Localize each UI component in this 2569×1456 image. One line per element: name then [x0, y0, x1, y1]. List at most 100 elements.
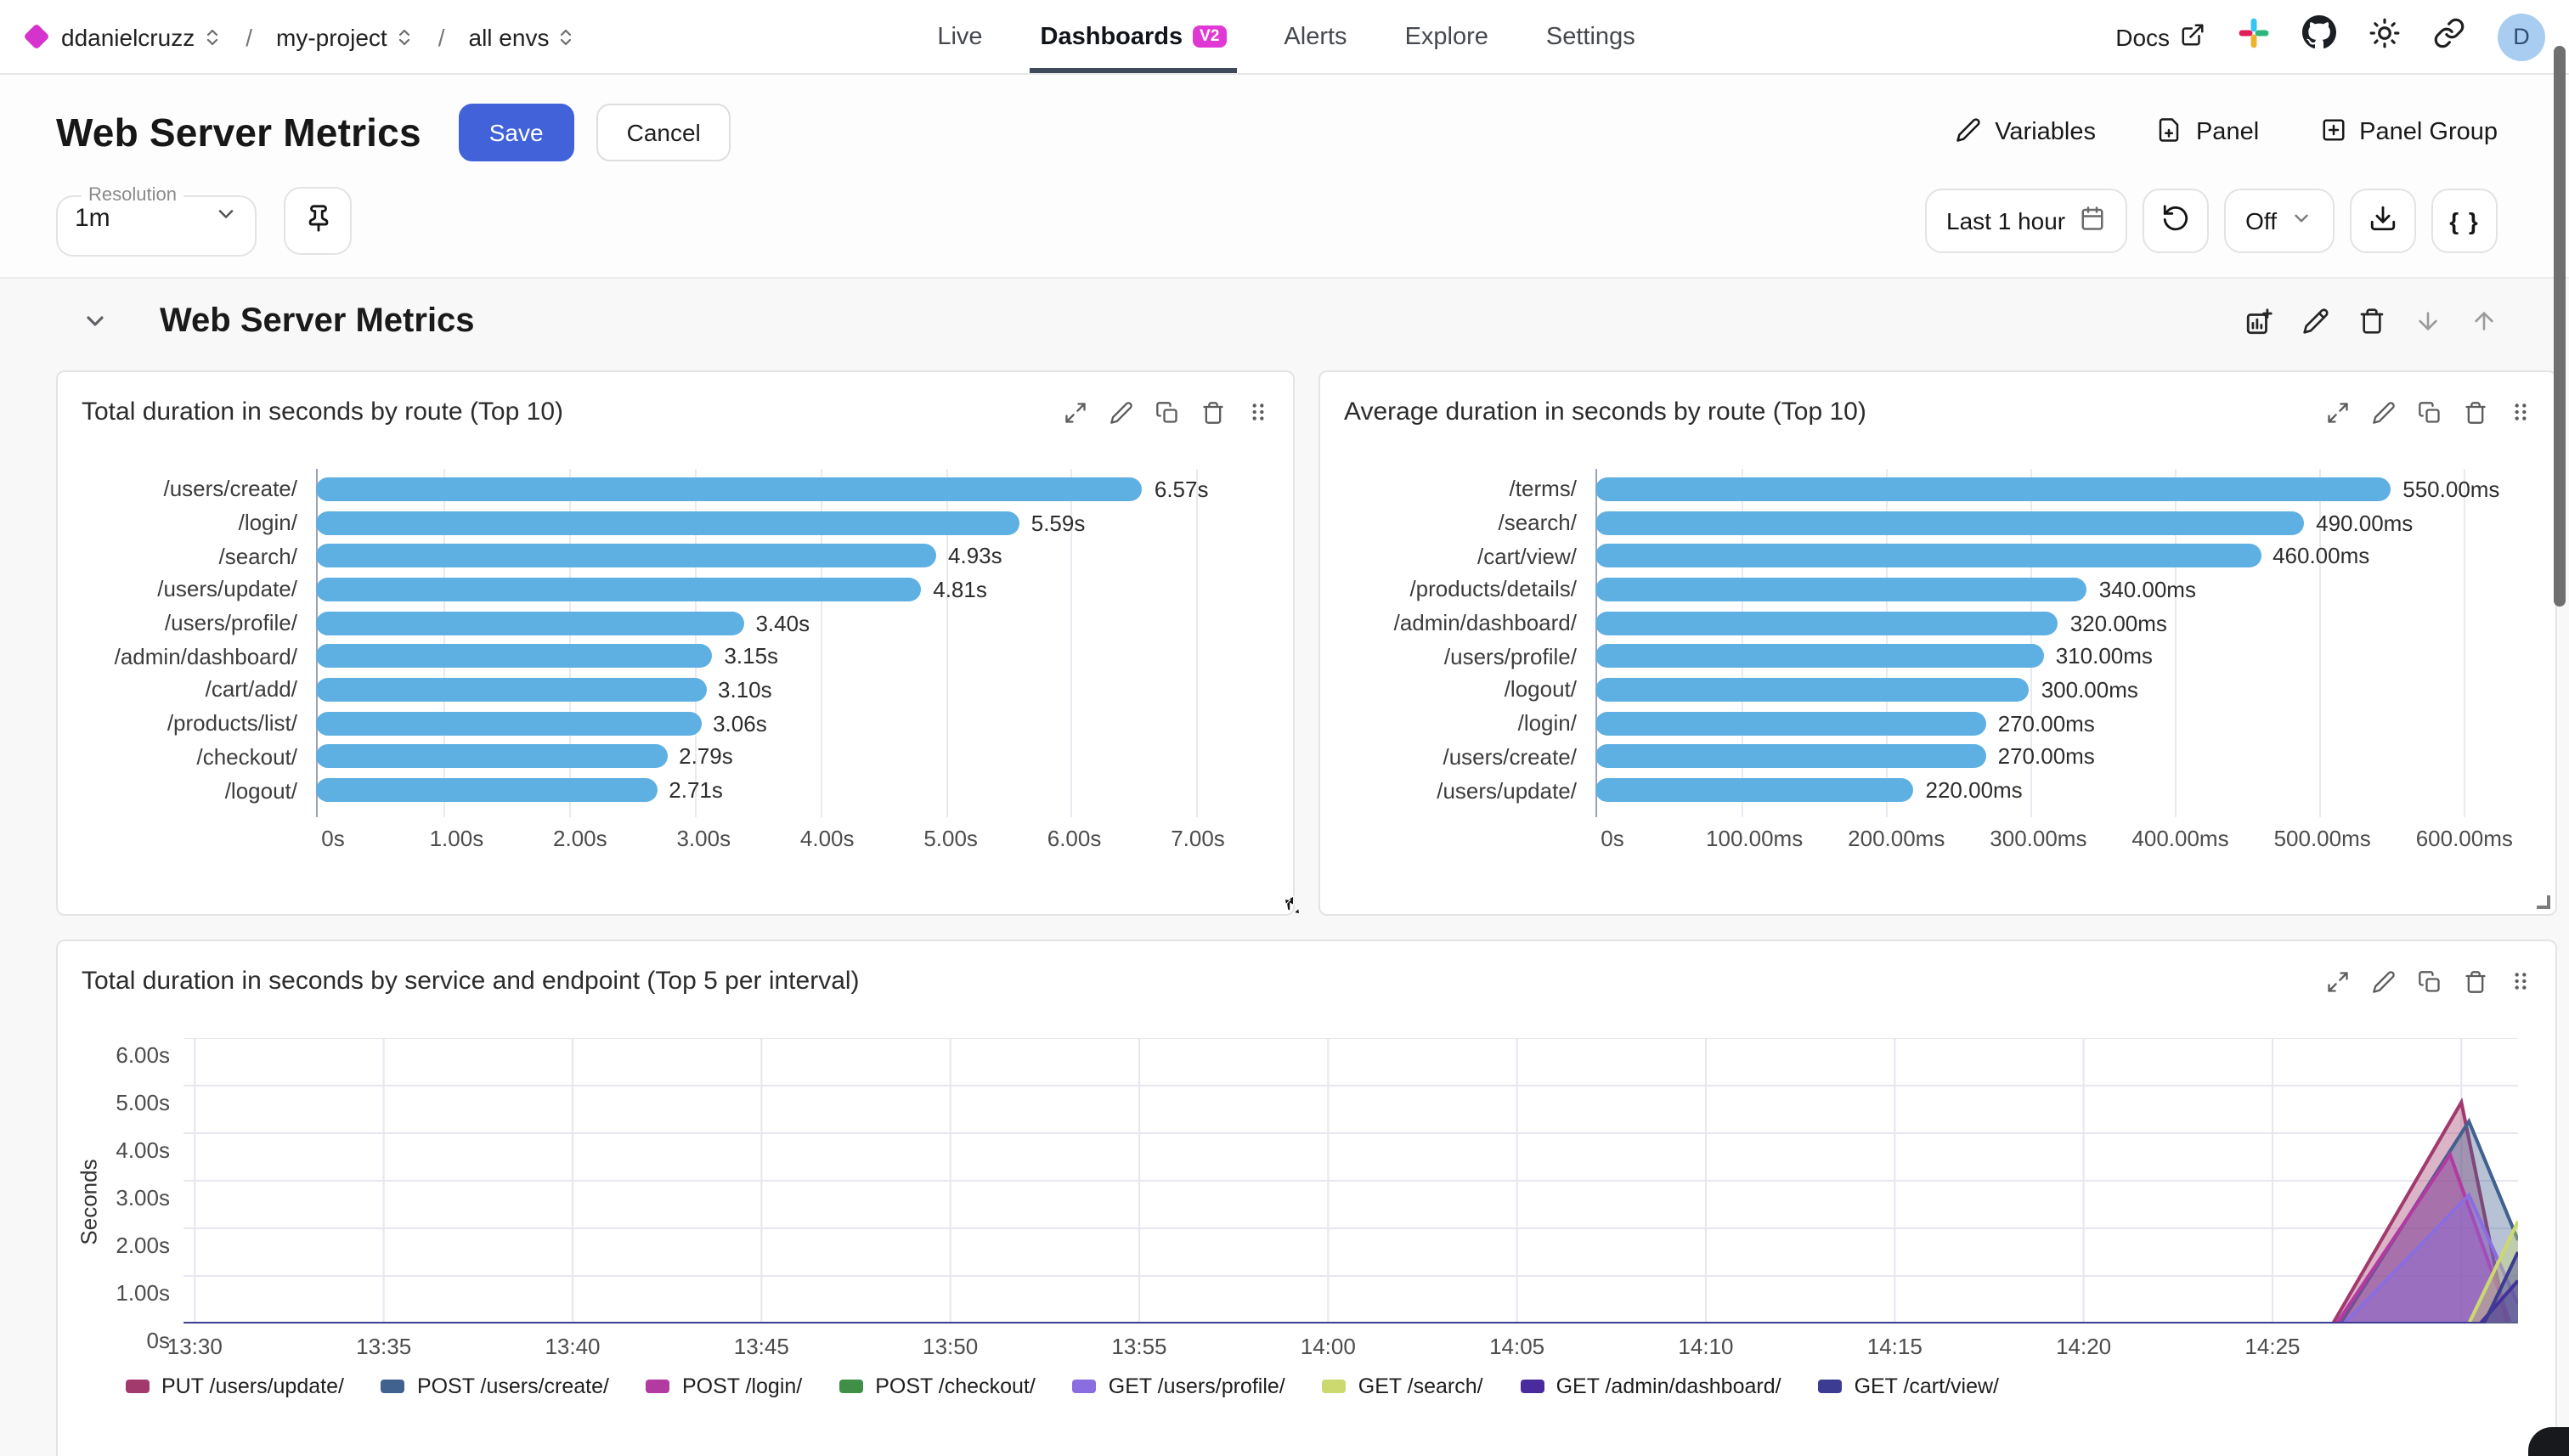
- bar[interactable]: [316, 544, 937, 568]
- bar[interactable]: [1595, 711, 1986, 736]
- delete-section-icon[interactable]: [2358, 308, 2386, 335]
- bar-row: /users/profile/310.00ms: [1337, 640, 2528, 673]
- bar[interactable]: [316, 511, 1019, 535]
- docs-link[interactable]: Docs: [2115, 21, 2205, 52]
- move-down-icon[interactable]: [2414, 308, 2442, 335]
- panel-resize-handle[interactable]: [2537, 895, 2550, 909]
- drag-handle-icon[interactable]: [2510, 401, 2532, 423]
- x-tick-label: 6.00s: [1047, 825, 1102, 851]
- edit-panel-icon[interactable]: [2372, 969, 2396, 993]
- move-up-icon[interactable]: [2470, 308, 2498, 335]
- expand-panel-icon[interactable]: [2326, 400, 2350, 424]
- add-chart-icon[interactable]: [2244, 307, 2273, 336]
- series-line: [184, 1150, 2518, 1323]
- duplicate-panel-icon[interactable]: [1155, 400, 1179, 424]
- bar-row: /terms/550.00ms: [1337, 472, 2528, 505]
- main-tabs: Live Dashboards V2 Alerts Explore Settings: [934, 0, 1638, 73]
- page-scrollbar[interactable]: [2554, 46, 2566, 607]
- tab-dashboards[interactable]: Dashboards V2: [1030, 0, 1238, 73]
- category-label: /admin/dashboard/: [1393, 610, 1577, 636]
- variables-button[interactable]: Variables: [1956, 116, 2096, 149]
- legend-swatch: [1072, 1380, 1097, 1393]
- drag-handle-icon[interactable]: [2510, 970, 2532, 992]
- breadcrumb-project[interactable]: my-project: [276, 23, 415, 50]
- save-button[interactable]: Save: [458, 104, 574, 161]
- bar[interactable]: [316, 644, 713, 669]
- bar[interactable]: [316, 744, 668, 769]
- legend-item[interactable]: POST /users/create/: [381, 1374, 609, 1398]
- legend-item[interactable]: POST /login/: [646, 1374, 802, 1398]
- pin-resolution-button[interactable]: [284, 187, 352, 255]
- series-area: [184, 1280, 2518, 1323]
- bar[interactable]: [1595, 544, 2261, 568]
- json-view-button[interactable]: { }: [2431, 189, 2498, 253]
- series-area: [184, 1194, 2518, 1323]
- legend-item[interactable]: GET /cart/view/: [1818, 1374, 1999, 1398]
- bar[interactable]: [1595, 511, 2305, 535]
- github-icon[interactable]: [2302, 15, 2337, 58]
- breadcrumb-org[interactable]: ddanielcruzz: [61, 23, 222, 50]
- edit-panel-icon[interactable]: [2372, 400, 2396, 424]
- cancel-button[interactable]: Cancel: [596, 104, 731, 161]
- tab-settings[interactable]: Settings: [1543, 0, 1639, 73]
- breadcrumb-env[interactable]: all envs: [469, 23, 577, 50]
- bar[interactable]: [316, 711, 702, 736]
- x-tick-label: 600.00ms: [2415, 825, 2513, 851]
- refresh-icon: [2160, 204, 2189, 238]
- panel-header: Average duration in seconds by route (To…: [1320, 372, 2555, 452]
- delete-panel-icon[interactable]: [2464, 969, 2487, 993]
- bar[interactable]: [316, 577, 922, 601]
- value-label: 4.93s: [948, 543, 1002, 569]
- category-label: /terms/: [1509, 476, 1577, 502]
- bar[interactable]: [1595, 778, 1914, 803]
- x-axis-ticks: 13:30 13:35 13:40 13:45 13:50 13:55 14:00 14:05…: [167, 1323, 2518, 1364]
- legend-item[interactable]: POST /checkout/: [839, 1374, 1036, 1398]
- expand-panel-icon[interactable]: [2326, 969, 2350, 993]
- theme-toggle-sun-icon[interactable]: [2369, 16, 2401, 57]
- tab-explore[interactable]: Explore: [1402, 0, 1492, 73]
- add-panel-button[interactable]: Panel: [2157, 116, 2259, 149]
- refresh-button[interactable]: [2142, 189, 2209, 253]
- category-label: /products/details/: [1409, 576, 1577, 602]
- x-tick-label: 14:20: [2056, 1334, 2112, 1359]
- chevrons-up-down-icon: [201, 26, 222, 47]
- legend-label: GET /users/profile/: [1108, 1374, 1285, 1398]
- y-tick-label: 3.00s: [116, 1185, 170, 1211]
- bar[interactable]: [316, 677, 707, 702]
- add-panel-group-button[interactable]: Panel Group: [2320, 116, 2498, 149]
- tab-live[interactable]: Live: [934, 0, 985, 73]
- legend-item[interactable]: GET /admin/dashboard/: [1520, 1374, 1781, 1398]
- collapse-chevron-icon[interactable]: [82, 308, 109, 335]
- delete-panel-icon[interactable]: [1201, 400, 1225, 424]
- resolution-select[interactable]: Resolution 1m: [56, 185, 257, 257]
- bar[interactable]: [316, 477, 1143, 501]
- delete-panel-icon[interactable]: [2464, 400, 2487, 424]
- bar[interactable]: [1595, 744, 1986, 769]
- export-download-button[interactable]: [2350, 189, 2416, 253]
- edit-panel-icon[interactable]: [1109, 400, 1133, 424]
- legend-item[interactable]: GET /search/: [1322, 1374, 1483, 1398]
- app-logo-icon[interactable]: [23, 23, 50, 50]
- category-label: /users/create/: [1443, 743, 1577, 770]
- duplicate-panel-icon[interactable]: [2418, 400, 2442, 424]
- bar[interactable]: [316, 611, 744, 635]
- timeseries-plot[interactable]: [184, 1038, 2518, 1323]
- duplicate-panel-icon[interactable]: [2418, 969, 2442, 993]
- edit-section-icon[interactable]: [2302, 308, 2329, 335]
- tab-alerts[interactable]: Alerts: [1280, 0, 1350, 73]
- legend-item[interactable]: GET /users/profile/: [1072, 1374, 1285, 1398]
- drag-handle-icon[interactable]: [1247, 401, 1269, 423]
- legend-item[interactable]: PUT /users/update/: [126, 1374, 344, 1398]
- bar[interactable]: [316, 778, 658, 803]
- bar[interactable]: [1595, 477, 2391, 501]
- share-link-icon[interactable]: [2433, 16, 2465, 57]
- expand-panel-icon[interactable]: [1064, 400, 1087, 424]
- user-avatar[interactable]: D: [2498, 13, 2546, 60]
- auto-refresh-select[interactable]: Off: [2223, 189, 2335, 253]
- bar[interactable]: [1595, 577, 2087, 601]
- bar[interactable]: [1595, 677, 2030, 702]
- time-range-picker[interactable]: Last 1 hour: [1924, 189, 2127, 253]
- bar[interactable]: [1595, 644, 2044, 669]
- slack-icon[interactable]: [2238, 16, 2270, 57]
- bar[interactable]: [1595, 611, 2058, 635]
